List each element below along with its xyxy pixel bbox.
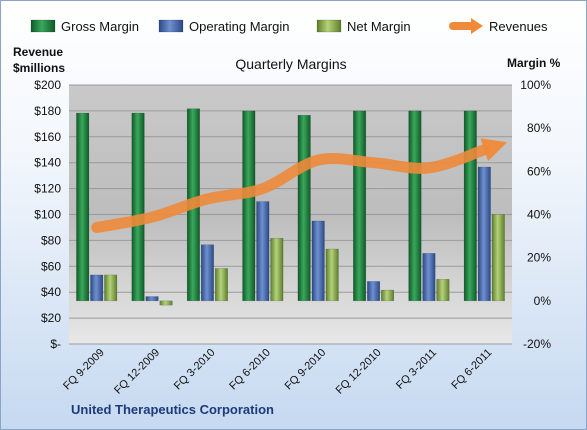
company-name: United Therapeutics Corporation (71, 402, 274, 417)
bar-net-margin (381, 289, 395, 302)
revenue-line (91, 138, 508, 233)
x-tick-label: FQ 12-2010 (334, 347, 384, 397)
x-tick-label: FQ 9-2009 (61, 347, 107, 393)
bar-operating-margin (367, 281, 381, 302)
bar-gross-margin (463, 110, 477, 302)
bar-operating-margin (477, 166, 491, 302)
bar-net-margin (491, 214, 505, 302)
bar-gross-margin (408, 110, 422, 302)
legend-label: Gross Margin (61, 19, 139, 34)
bar-gross-margin (131, 112, 145, 302)
left-tick-label: $80 (41, 233, 61, 247)
bar-operating-margin (90, 274, 104, 302)
bar-gross-margin (297, 114, 311, 302)
right-tick-label: 0% (534, 294, 552, 308)
x-tick-label: FQ 3-2011 (394, 347, 439, 392)
right-axis-title: Margin % (507, 56, 561, 70)
left-axis-title-line1: Revenue (13, 45, 63, 59)
legend-swatch (158, 19, 184, 33)
left-tick-label: $- (50, 337, 61, 351)
legend-arrow-swatch (471, 18, 483, 34)
bars (76, 108, 505, 306)
left-tick-label: $60 (41, 259, 61, 273)
x-tick-label: FQ 12-2009 (112, 347, 162, 397)
left-axis-title-line2: $millions (13, 61, 65, 75)
left-tick-label: $120 (34, 182, 61, 196)
left-tick-label: $200 (34, 78, 61, 92)
bar-gross-margin (76, 112, 90, 302)
left-tick-label: $100 (34, 208, 61, 222)
bar-net-margin (325, 248, 339, 302)
right-tick-label: 80% (527, 121, 551, 135)
right-tick-label: 100% (520, 78, 551, 92)
chart-title: Quarterly Margins (235, 56, 346, 72)
right-tick-label: 40% (527, 208, 551, 222)
bar-operating-margin (145, 296, 159, 302)
x-tick-label: FQ 3-2010 (172, 347, 218, 393)
legend-label: Net Margin (347, 19, 411, 34)
bar-net-margin (436, 279, 450, 302)
bar-gross-margin (242, 110, 256, 302)
legend-label: Revenues (489, 19, 548, 34)
bar-operating-margin (422, 253, 436, 302)
bar-operating-margin (256, 201, 270, 302)
x-tick-label: FQ 6-2011 (449, 347, 494, 392)
bar-operating-margin (200, 244, 214, 302)
right-axis: -20% 0% 20% 40% 60% 80% 100% (520, 78, 551, 351)
bar-net-margin (159, 300, 173, 306)
bar-gross-margin (353, 110, 367, 302)
x-tick-label: FQ 9-2010 (283, 347, 329, 393)
revenue-arrowhead (480, 138, 508, 162)
x-axis: FQ 9-2009 FQ 12-2009 FQ 3-2010 FQ 6-2010 FQ … (61, 347, 494, 397)
bar-operating-margin (311, 220, 325, 302)
right-tick-label: 20% (527, 251, 551, 265)
bar-net-margin (214, 268, 228, 302)
bar-net-margin (104, 274, 118, 302)
legend-swatch (30, 19, 56, 33)
legend-swatch (316, 19, 342, 33)
left-tick-label: $160 (34, 130, 61, 144)
revenue-line-path (91, 144, 490, 233)
left-tick-label: $20 (41, 311, 61, 325)
legend-label: Operating Margin (189, 19, 289, 34)
x-tick-label: FQ 6-2010 (227, 347, 273, 393)
left-tick-label: $40 (41, 285, 61, 299)
left-tick-label: $180 (34, 104, 61, 118)
bar-net-margin (270, 237, 284, 302)
legend: Gross Margin Operating Margin Net Margin Re… (30, 18, 548, 34)
left-tick-label: $140 (34, 156, 61, 170)
left-axis: $- $20 $40 $60 $80 $100 $120 $140 $160 $180 $200 (34, 78, 61, 351)
right-tick-label: 60% (527, 164, 551, 178)
right-tick-label: -20% (523, 337, 551, 351)
